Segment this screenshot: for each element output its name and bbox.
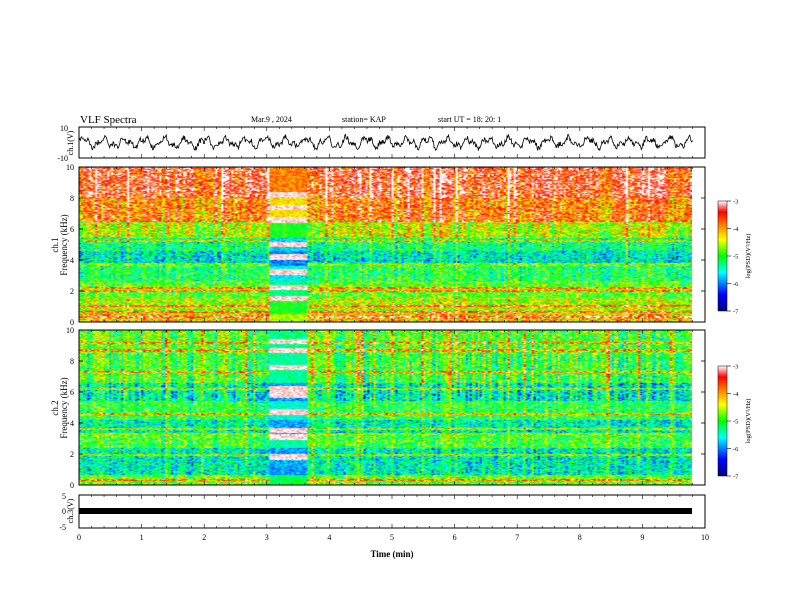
ch2-spectrogram-yticks: 0 2 4 6 8 10 — [66, 326, 705, 490]
x-tick-label: 10 — [701, 533, 709, 542]
ch2-colorbar-gradient — [717, 365, 728, 477]
ch3-waveform-ytick-top: 5 — [62, 492, 66, 501]
ch3-waveform-panel: ch.3(V) 5 0 -5 — [59, 492, 706, 532]
ch1-spectrogram-yticks: 0 2 4 6 8 10 — [66, 163, 705, 327]
x-tick-label: 4 — [327, 533, 331, 542]
ch2-colorbar: -3 -4 -5 -6 -7 log(PSD)(V²/Hz) — [717, 364, 752, 481]
ch1-colorbar-label: log(PSD)(V²/Hz) — [745, 234, 752, 279]
y-tick-label: 4 — [70, 419, 74, 428]
ch1-spectrogram-ylabel: ch.1 — [50, 237, 60, 252]
ch2-spectrogram-panel: 0 2 4 6 8 10 ch.2 Frequency (kHz) — [50, 326, 706, 490]
y-tick-label: 0 — [70, 481, 74, 490]
date-label: Mar.9 , 2024 — [251, 115, 292, 124]
ch2-colorbar-ticks: -3 -4 -5 -6 -7 — [727, 364, 739, 481]
x-axis-label: Time (min) — [370, 549, 413, 559]
ch1-spectrogram-image — [79, 167, 692, 322]
ch3-waveform-ytick-mid: 0 — [62, 507, 66, 516]
colorbar-tick-label: -6 — [733, 281, 739, 288]
ch1-colorbar: -3 -4 -5 -6 -7 log(PSD)(V²/Hz) — [717, 199, 752, 316]
ch2-spectrogram-ylabel-freq: Frequency (kHz) — [59, 377, 69, 438]
y-tick-label: 10 — [66, 163, 74, 172]
ch1-colorbar-ticks: -3 -4 -5 -6 -7 — [727, 199, 739, 316]
y-tick-label: 2 — [70, 450, 74, 459]
y-tick-label: 0 — [70, 318, 74, 327]
figure-title: VLF Spectra — [80, 114, 137, 126]
ch1-spectrogram-panel: 0 2 4 6 8 10 ch.1 Frequency (kHz) — [50, 163, 706, 327]
x-tick-label: 2 — [202, 533, 206, 542]
ch1-waveform-ytick-bottom: -10 — [57, 154, 68, 163]
ch1-waveform-panel: ch.1(V) 10 -10 — [57, 124, 706, 163]
colorbar-tick-label: -6 — [733, 446, 739, 453]
ch3-waveform-trace — [79, 508, 692, 514]
y-tick-label: 8 — [70, 357, 74, 366]
colorbar-tick-label: -4 — [733, 391, 739, 398]
y-tick-label: 10 — [66, 326, 74, 335]
colorbar-tick-label: -5 — [733, 254, 738, 261]
colorbar-tick-label: -7 — [733, 309, 739, 316]
x-axis-ticks — [78, 127, 706, 528]
ch1-waveform-ylabel: ch.1(V) — [66, 130, 75, 155]
x-tick-label: 8 — [578, 533, 582, 542]
x-tick-label: 1 — [140, 533, 144, 542]
station-label: station= KAP — [342, 115, 386, 124]
colorbar-tick-label: -3 — [733, 199, 738, 206]
x-tick-label: 5 — [390, 533, 394, 542]
ch3-waveform-ylabel: ch.3(V) — [66, 498, 75, 523]
ch3-waveform-ytick-bottom: -5 — [59, 523, 66, 532]
colorbar-tick-label: -3 — [733, 364, 738, 371]
x-tick-label: 6 — [453, 533, 457, 542]
x-tick-label: 7 — [515, 533, 519, 542]
y-tick-label: 4 — [70, 256, 74, 265]
colorbar-tick-label: -7 — [733, 474, 739, 481]
start-time-label: start UT = 18: 20: 1 — [438, 115, 501, 124]
ch2-spectrogram-image — [79, 330, 692, 485]
ch2-colorbar-label: log(PSD)(V²/Hz) — [745, 399, 752, 444]
y-tick-label: 6 — [70, 388, 74, 397]
colorbar-tick-label: -4 — [733, 226, 739, 233]
ch1-waveform-trace — [78, 133, 693, 152]
x-axis-tick-labels: 0 1 2 3 4 5 6 7 8 9 10 — [77, 533, 709, 542]
y-tick-label: 6 — [70, 225, 74, 234]
colorbar-tick-label: -5 — [733, 419, 738, 426]
x-tick-label: 0 — [77, 533, 81, 542]
y-tick-label: 2 — [70, 287, 74, 296]
x-tick-label: 3 — [265, 533, 269, 542]
ch1-colorbar-gradient — [717, 200, 728, 312]
ch1-spectrogram-ylabel-freq: Frequency (kHz) — [59, 214, 69, 275]
ch1-waveform-frame — [78, 126, 706, 159]
y-tick-label: 8 — [70, 194, 74, 203]
ch2-spectrogram-ylabel: ch.2 — [50, 400, 60, 415]
x-tick-label: 9 — [640, 533, 644, 542]
ch1-waveform-ytick-top: 10 — [60, 124, 68, 133]
